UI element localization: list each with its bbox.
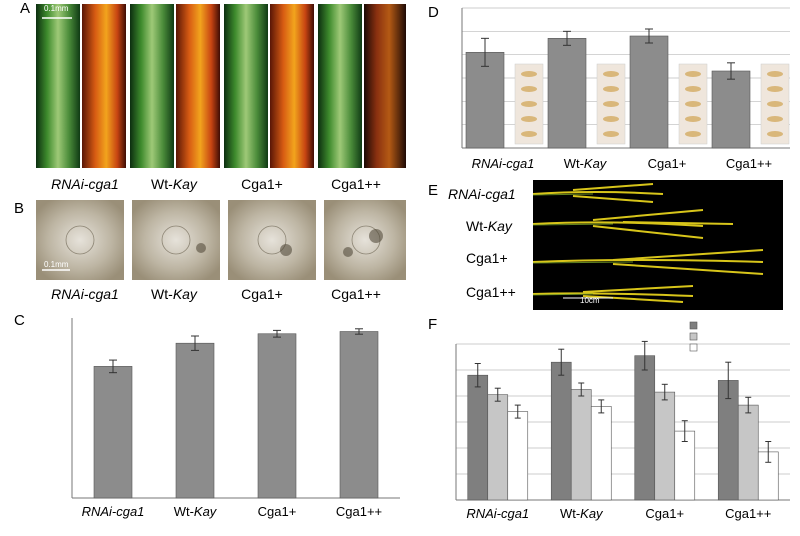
seed-grain — [603, 131, 619, 137]
bar — [737, 404, 759, 501]
seed-grain — [603, 86, 619, 92]
cross-section-micrographs — [36, 200, 406, 280]
seed-grain — [767, 131, 783, 137]
category-label: Cga1+ — [645, 506, 684, 521]
label-e-rnai: RNAi-cga1 — [448, 186, 516, 202]
caption-a-cga1p: Cga1+ — [241, 176, 283, 192]
label-e-cga1pp: Cga1++ — [466, 284, 516, 300]
seed-grain — [685, 116, 701, 122]
bar — [654, 391, 676, 501]
leaf-micrographs — [36, 4, 406, 168]
panel-letter-d: D — [428, 4, 439, 21]
category-label: Wt-Kay — [174, 504, 218, 519]
bar — [550, 361, 572, 501]
label-e-cga1p: Cga1+ — [466, 250, 508, 266]
legend-swatch — [689, 343, 698, 352]
seed-grain — [685, 86, 701, 92]
seed-grain — [685, 71, 701, 77]
bar — [339, 331, 379, 499]
category-label: RNAi-cga1 — [466, 506, 529, 521]
chart-d-seed-mass: RNAi-cga1 Wt-Kay Cga1+ Cga1++ — [461, 7, 790, 171]
category-label: Wt-Kay — [560, 506, 604, 521]
category-label: Cga1+ — [258, 504, 297, 519]
bar — [629, 35, 669, 149]
bar — [487, 394, 509, 501]
seed-grain — [685, 101, 701, 107]
bar — [590, 406, 612, 501]
caption-a-cga1pp: Cga1++ — [331, 176, 381, 192]
panel-letter-c: C — [14, 312, 25, 329]
caption-a-rnai: RNAi-cga1 — [51, 176, 119, 192]
bar — [634, 355, 656, 501]
scale-label-b: 0.1mm — [44, 260, 69, 269]
seed-grain — [603, 116, 619, 122]
seed-grain — [767, 101, 783, 107]
scale-label-e: 10cm — [580, 296, 600, 305]
bar — [547, 38, 587, 149]
legend-swatch — [689, 321, 698, 330]
seed-grain — [767, 71, 783, 77]
seed-grain — [767, 86, 783, 92]
category-label: Wt-Kay — [564, 156, 608, 171]
bar — [467, 374, 489, 501]
bar — [93, 366, 133, 499]
category-label: RNAi-cga1 — [82, 504, 145, 519]
caption-b-rnai: RNAi-cga1 — [51, 286, 119, 302]
category-label: Cga1+ — [648, 156, 687, 171]
caption-b-cga1p: Cga1+ — [241, 286, 283, 302]
panel-letter-a: A — [20, 0, 31, 17]
bar — [257, 333, 297, 499]
chart-c-total-starch: RNAi-cga1 Wt-Kay Cga1+ Cga1++ — [71, 318, 400, 519]
panicle-images — [532, 183, 764, 303]
bar — [175, 342, 215, 499]
category-label: RNAi-cga1 — [472, 156, 535, 171]
caption-a-wt: Wt-Kay — [151, 176, 197, 192]
bar — [711, 70, 751, 149]
bar — [570, 389, 592, 501]
caption-b-cga1pp: Cga1++ — [331, 286, 381, 302]
seed-grain — [603, 71, 619, 77]
bar — [507, 411, 529, 501]
category-label: Cga1++ — [336, 504, 382, 519]
leaf-micrograph-strip — [36, 4, 406, 168]
chart-f-panicle-traits: RNAi-cga1 Wt-Kay Cga1+ Cga1++ — [455, 321, 790, 521]
seed-grain — [521, 101, 537, 107]
caption-b-wt: Wt-Kay — [151, 286, 197, 302]
category-label: Cga1++ — [726, 156, 772, 171]
category-label: Cga1++ — [725, 506, 771, 521]
scale-label-a: 0.1mm — [44, 4, 69, 13]
panicle-photo — [532, 180, 783, 310]
label-e-wt: Wt-Kay — [466, 218, 512, 234]
seed-grain — [521, 131, 537, 137]
panel-letter-e: E — [428, 182, 439, 199]
seed-grain — [521, 116, 537, 122]
seed-grain — [767, 116, 783, 122]
panel-letter-b: B — [14, 200, 25, 217]
legend-swatch — [689, 332, 698, 341]
seed-grain — [685, 131, 701, 137]
seed-grain — [603, 101, 619, 107]
seed-grain — [521, 71, 537, 77]
seed-grain — [521, 86, 537, 92]
panel-letter-f: F — [428, 316, 438, 333]
cross-section-strip — [36, 200, 406, 280]
